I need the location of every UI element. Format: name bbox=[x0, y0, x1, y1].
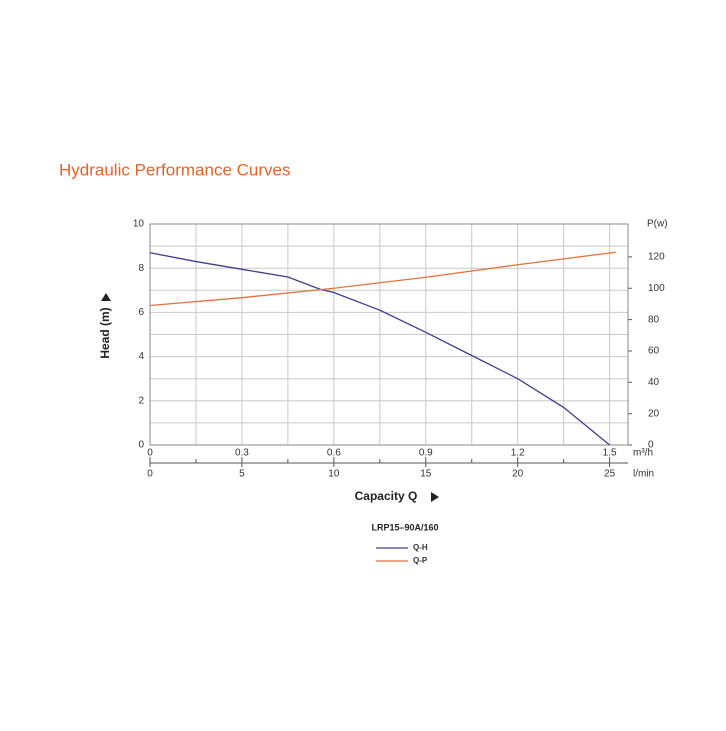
y-tick-label: 8 bbox=[138, 263, 144, 274]
x2-tick-label: 0 bbox=[147, 469, 153, 480]
y2-tick-label: 60 bbox=[648, 346, 660, 357]
x2-unit: l/min bbox=[633, 469, 654, 480]
data-line bbox=[149, 252, 611, 446]
y-tick-label: 2 bbox=[138, 395, 144, 406]
x-tick-label: 1.5 bbox=[603, 448, 617, 459]
x-axis-label: Capacity Q bbox=[355, 489, 418, 503]
x-tick-label: 1.2 bbox=[511, 448, 525, 459]
y2-tick-label: 120 bbox=[648, 252, 665, 263]
y2-tick-label: 0 bbox=[648, 440, 654, 451]
y-tick-label: 6 bbox=[138, 307, 144, 318]
y2-tick-label: 80 bbox=[648, 314, 660, 325]
arrow bbox=[431, 492, 439, 502]
x-tick-label: 0 bbox=[147, 448, 153, 459]
y-tick-label: 4 bbox=[138, 351, 144, 362]
plot-frame bbox=[149, 223, 629, 446]
x-unit: m³/h bbox=[633, 448, 653, 459]
x-tick-label: 0.9 bbox=[419, 448, 433, 459]
x2-tick-label: 10 bbox=[328, 469, 340, 480]
y2-tick-label: 100 bbox=[648, 283, 665, 294]
x2-tick-label: 15 bbox=[420, 469, 432, 480]
x2-tick-label: 20 bbox=[512, 469, 524, 480]
x-tick-label: 0.6 bbox=[327, 448, 341, 459]
chart-title: Hydraulic Performance Curves bbox=[59, 160, 290, 179]
y2-axis-label: P(w) bbox=[647, 219, 668, 230]
y-tick-label: 0 bbox=[138, 440, 144, 451]
x2-tick-label: 25 bbox=[604, 469, 616, 480]
y-axis-label: Head (m) bbox=[98, 307, 112, 358]
y2-tick-label: 40 bbox=[648, 377, 660, 388]
y-tick-label: 10 bbox=[133, 219, 145, 230]
y2-tick-label: 20 bbox=[648, 408, 660, 419]
arrow bbox=[101, 293, 111, 301]
legend-label: Q-P bbox=[413, 556, 428, 565]
legend-label: Q-H bbox=[413, 543, 428, 552]
legend-title: LRP15–90A/160 bbox=[371, 522, 438, 532]
x-tick-label: 0.3 bbox=[235, 448, 249, 459]
x2-tick-label: 5 bbox=[239, 469, 245, 480]
data-line bbox=[149, 251, 616, 307]
